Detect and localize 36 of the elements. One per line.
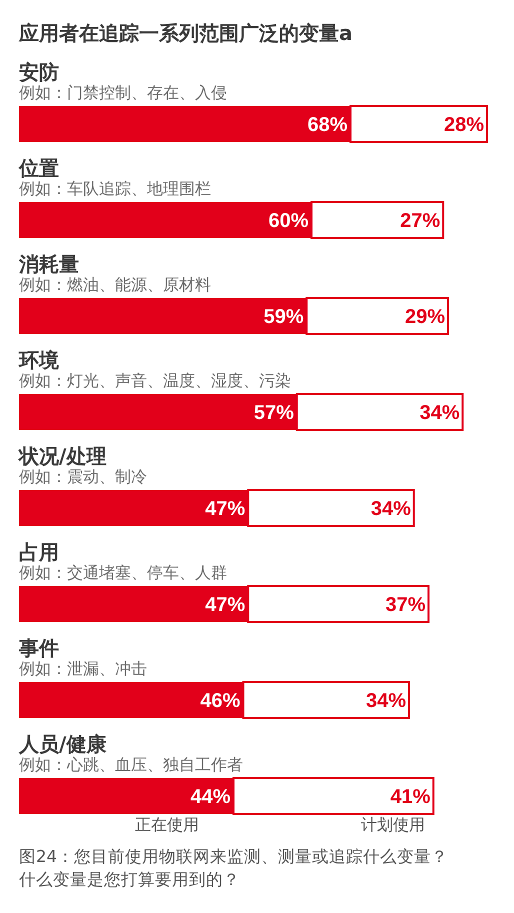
annotation: 例如：震动、制冷 <box>19 467 147 487</box>
y-tick-label: 事件 <box>19 636 59 660</box>
data-label: 34% <box>366 690 406 712</box>
annotation: 例如：交通堵塞、停车、人群 <box>19 563 227 583</box>
y-tick-label: 消耗量 <box>19 252 79 276</box>
annotation: 例如：燃油、能源、原材料 <box>19 275 211 295</box>
data-label: 44% <box>190 786 231 808</box>
chart-title: 应用者在追踪一系列范围广泛的变量a <box>19 21 352 45</box>
annotation: 例如：门禁控制、存在、入侵 <box>19 83 227 103</box>
y-tick-label: 人员/健康 <box>19 732 106 756</box>
y-tick-label: 状况/处理 <box>19 444 106 468</box>
y-tick-label: 位置 <box>19 156 59 180</box>
caption: 图24：您目前使用物联网来监测、测量或追踪什么变量？什么变量是您打算要用到的？ <box>19 846 449 891</box>
data-label: 60% <box>268 210 309 232</box>
y-tick-label: 安防 <box>19 60 59 84</box>
data-label: 47% <box>205 594 246 616</box>
series-label: 计划使用 <box>361 814 425 836</box>
data-label: 46% <box>200 690 240 712</box>
y-tick-label: 占用 <box>19 540 59 564</box>
data-label: 57% <box>254 402 294 424</box>
annotation: 例如：泄漏、冲击 <box>19 659 147 679</box>
series-label: 正在使用 <box>135 814 199 836</box>
data-label: 37% <box>385 594 426 616</box>
data-label: 29% <box>404 306 446 328</box>
y-tick-label: 环境 <box>19 348 59 372</box>
data-label: 47% <box>205 498 246 520</box>
data-label: 59% <box>264 306 304 328</box>
annotation: 例如：车队追踪、地理围栏 <box>19 179 211 199</box>
annotation: 例如：灯光、声音、温度、湿度、污染 <box>19 371 291 391</box>
data-label: 34% <box>370 498 412 520</box>
data-label: 27% <box>400 210 440 232</box>
data-label: 41% <box>390 786 431 808</box>
data-label: 34% <box>420 402 460 424</box>
annotation: 例如：心跳、血压、独自工作者 <box>19 755 243 775</box>
data-label: 28% <box>444 114 484 136</box>
data-label: 68% <box>307 114 348 136</box>
